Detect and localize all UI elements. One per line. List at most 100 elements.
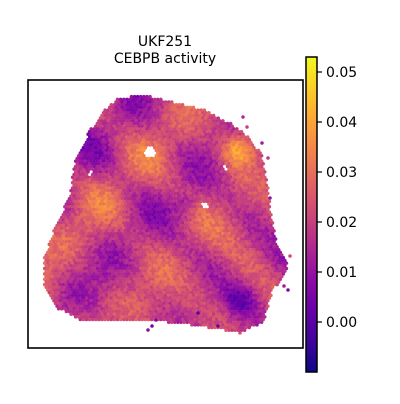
tissue-spot <box>179 148 183 153</box>
tissue-spot <box>157 148 162 153</box>
tissue-spot <box>213 132 217 137</box>
tissue-spot <box>86 154 90 158</box>
tissue-spot <box>131 145 135 150</box>
tissue-spot <box>173 143 177 147</box>
tissue-spot <box>152 135 157 139</box>
tissue-spot <box>137 97 141 102</box>
tissue-spot <box>135 105 140 110</box>
tissue-spot <box>115 124 120 128</box>
tissue-spot <box>100 145 104 150</box>
tissue-spot <box>156 135 160 139</box>
tissue-spot <box>115 113 120 118</box>
tissue-spot <box>205 113 210 118</box>
tissue-spot <box>131 113 135 118</box>
tissue-spot <box>98 116 103 120</box>
tissue-spot <box>166 127 171 131</box>
tissue-spot <box>205 129 210 134</box>
tissue-spot <box>89 127 93 131</box>
tissue-spot <box>109 145 114 150</box>
tissue-spot <box>230 145 234 150</box>
tissue-spot <box>100 129 104 134</box>
tissue-spot <box>156 102 160 107</box>
tissue-spot <box>117 105 121 110</box>
tissue-spot <box>171 129 176 134</box>
tissue-spot <box>177 151 182 155</box>
tissue-spot <box>190 119 194 123</box>
tissue-spot <box>179 116 183 120</box>
tissue-spot <box>120 143 124 147</box>
tissue-spot <box>166 116 171 120</box>
tissue-spot <box>97 135 101 139</box>
tissue-spot <box>100 113 104 118</box>
tissue-spot <box>101 132 106 137</box>
tissue-spot <box>185 127 189 131</box>
tissue-spot <box>170 148 174 153</box>
tissue-spot <box>131 140 135 145</box>
tissue-spot <box>81 151 86 155</box>
tissue-spot <box>142 105 146 110</box>
tissue-spot <box>213 143 217 147</box>
tissue-spot <box>224 151 228 155</box>
tissue-spot <box>89 154 93 158</box>
tissue-spot <box>120 100 124 104</box>
tissue-spot <box>202 113 207 118</box>
tissue-spot <box>245 151 250 155</box>
chart-title-line-1: UKF251 <box>138 34 192 50</box>
tissue-spot <box>129 100 134 104</box>
tissue-spot <box>109 135 114 139</box>
tissue-spot <box>132 137 137 142</box>
tissue-spot <box>180 145 185 150</box>
tissue-spot <box>145 116 149 120</box>
tissue-spot <box>143 129 148 134</box>
tissue-spot <box>135 132 140 137</box>
tissue-spot <box>104 121 109 126</box>
tissue-spot <box>121 97 126 102</box>
tissue-spot <box>143 140 148 145</box>
tissue-spot <box>171 151 176 155</box>
tissue-spot <box>162 151 166 155</box>
tissue-spot <box>190 129 194 134</box>
tissue-spot <box>160 116 165 120</box>
tissue-spot <box>165 119 169 123</box>
tissue-spot <box>135 121 140 126</box>
tissue-spot <box>177 119 182 123</box>
tissue-spot <box>219 127 224 131</box>
tissue-spot <box>233 145 238 150</box>
tissue-spot <box>126 116 131 120</box>
tissue-spot <box>151 121 155 126</box>
tissue-spot <box>95 148 100 153</box>
tissue-spot <box>177 145 182 150</box>
tissue-spot <box>170 100 174 104</box>
tissue-spot <box>256 148 261 153</box>
tissue-spot <box>204 148 208 153</box>
tissue-spot <box>94 135 98 139</box>
tissue-spot <box>180 124 185 128</box>
tissue-spot <box>239 140 244 145</box>
tissue-spot <box>159 124 163 128</box>
tissue-spot <box>98 143 103 147</box>
tissue-spot <box>98 148 103 153</box>
tissue-spot <box>92 132 96 137</box>
tissue-spot <box>193 124 197 128</box>
tissue-spot <box>166 105 171 110</box>
tissue-spot <box>183 108 188 112</box>
tissue-spot <box>194 132 199 137</box>
tissue-spot <box>131 129 135 134</box>
tissue-spot <box>227 145 231 150</box>
tissue-spot <box>179 137 183 142</box>
tissue-spot <box>111 137 115 142</box>
tissue-spot <box>173 111 177 115</box>
tissue-spot <box>218 124 222 128</box>
tissue-spot <box>213 116 217 120</box>
tissue-spot <box>123 100 127 104</box>
tissue-spot <box>117 132 121 137</box>
tissue-spot <box>204 116 208 120</box>
tissue-spot <box>176 137 180 142</box>
tissue-spot <box>179 127 183 131</box>
tissue-spot <box>80 154 84 158</box>
tissue-spot <box>221 119 225 123</box>
tissue-spot <box>219 143 224 147</box>
tissue-spot <box>170 116 174 120</box>
tissue-spot <box>142 100 146 104</box>
tissue-spot <box>101 137 106 142</box>
